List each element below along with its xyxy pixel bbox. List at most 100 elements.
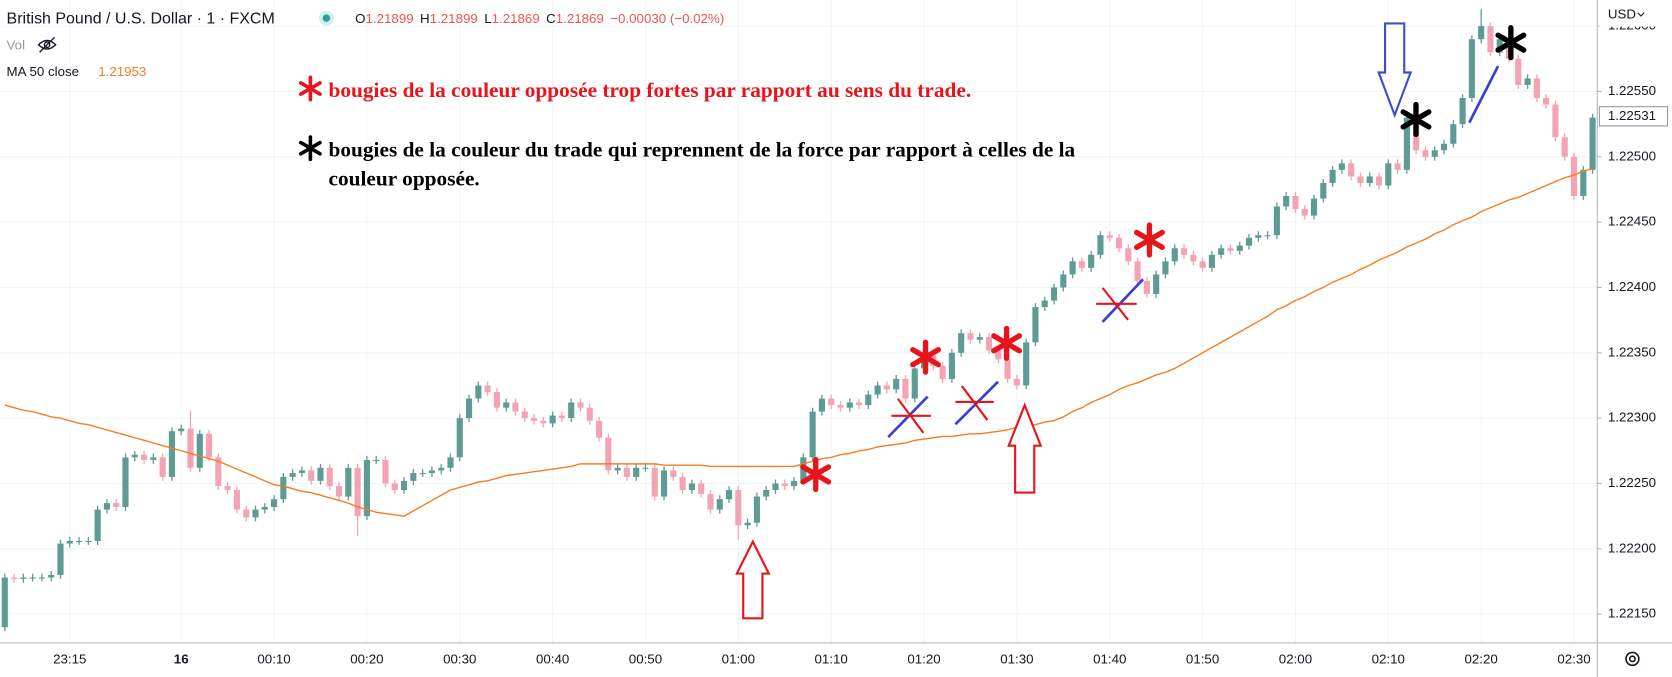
currency-label[interactable]: USD xyxy=(1608,6,1636,21)
candle-body xyxy=(1459,98,1466,125)
candle-body xyxy=(716,499,723,510)
candle-body xyxy=(335,486,343,497)
y-tick-label: 1.22450 xyxy=(1608,214,1656,229)
candle-body xyxy=(623,467,630,477)
candle-body xyxy=(168,431,175,477)
x-tick-label: 00:10 xyxy=(257,651,290,666)
candle-body xyxy=(475,385,482,399)
red-crosses xyxy=(891,287,1137,434)
candle-body xyxy=(855,402,863,406)
candle-body xyxy=(363,459,370,517)
ma-label: MA 50 close xyxy=(7,64,80,79)
candle-body xyxy=(1552,104,1559,138)
candle-body xyxy=(586,407,593,421)
candle-body xyxy=(1013,378,1020,386)
candle-body xyxy=(1422,150,1429,157)
x-tick-label: 01:10 xyxy=(815,651,848,666)
y-tick-label: 1.22150 xyxy=(1608,606,1656,621)
candle-body xyxy=(113,503,120,507)
candle-body xyxy=(141,454,148,460)
candle-body xyxy=(456,418,463,458)
candle-body xyxy=(1478,26,1485,40)
candle-body xyxy=(670,470,677,477)
x-tick-label: 16 xyxy=(174,651,189,666)
candle-body xyxy=(1050,287,1058,301)
x-tick-label: 00:20 xyxy=(350,651,383,666)
candle-body xyxy=(261,506,268,510)
grid xyxy=(0,0,1598,643)
candle-body xyxy=(651,467,658,497)
candle-body xyxy=(735,490,742,526)
candle-body xyxy=(985,337,993,351)
x-tick-label: 01:40 xyxy=(1093,651,1126,666)
x-tick-label: 01:30 xyxy=(1000,651,1033,666)
candle-body xyxy=(410,473,417,481)
candle-body xyxy=(1004,359,1011,379)
candle-body xyxy=(781,483,788,487)
candle-body xyxy=(159,457,166,477)
candle-body xyxy=(1403,117,1410,170)
candle-body xyxy=(317,467,324,481)
candle-body xyxy=(1487,26,1494,53)
candle-body xyxy=(1180,248,1188,255)
candle-body xyxy=(1468,39,1475,99)
candle-body xyxy=(428,470,435,474)
candle-body xyxy=(698,483,705,494)
x-tick-label: 02:10 xyxy=(1372,651,1405,666)
candle-body xyxy=(1060,274,1067,288)
candle-body xyxy=(1301,209,1308,216)
candle-body xyxy=(280,476,287,500)
candle-body xyxy=(967,333,974,340)
candle-body xyxy=(725,490,733,500)
candle-body xyxy=(865,394,872,406)
candle-body xyxy=(447,457,454,468)
candle-body xyxy=(373,459,380,462)
candle-body xyxy=(679,476,686,491)
candle-body xyxy=(233,490,240,510)
candle-body xyxy=(1227,248,1234,251)
candle-body xyxy=(1366,176,1373,183)
candle-body xyxy=(150,457,157,460)
candle-body xyxy=(763,490,770,497)
candle-body xyxy=(1375,176,1383,186)
black-note: bougies de la couleur du trade qui repre… xyxy=(328,138,1076,191)
candle-body xyxy=(1320,182,1327,199)
candle-body xyxy=(837,405,844,408)
ohlc-legend: O1.21899 H1.21899 L1.21869 C1.21869 −0.00030… xyxy=(355,11,724,26)
x-tick-label: 00:30 xyxy=(443,651,476,666)
candle-body xyxy=(1385,163,1392,186)
candle-body xyxy=(382,459,389,484)
candle-body xyxy=(206,433,213,458)
ohlc-key: O xyxy=(355,11,365,26)
axes: 1.22150 1.22200 1.22250 1.22300 1.22350 1.224… xyxy=(53,18,1669,666)
candle-body xyxy=(308,470,315,481)
candle-body xyxy=(958,333,965,353)
candle-body xyxy=(530,418,538,421)
candle-body xyxy=(196,433,203,468)
ohlc-value: 1.21869 xyxy=(492,11,540,26)
candle-body xyxy=(1032,307,1039,343)
currency-box[interactable] xyxy=(1599,3,1670,27)
candle-body xyxy=(995,350,1002,360)
candle-body xyxy=(939,365,946,379)
candle-body xyxy=(1023,342,1030,386)
candle-body xyxy=(57,543,64,575)
x-tick-label: 01:50 xyxy=(1186,651,1219,666)
candle-body xyxy=(846,402,853,408)
status-dot xyxy=(322,14,331,22)
currency-caret xyxy=(1637,12,1645,17)
candle-body xyxy=(540,420,547,424)
candle-body xyxy=(270,499,278,507)
hide-icon[interactable] xyxy=(37,36,57,53)
candle-body xyxy=(1162,261,1169,275)
candle-body xyxy=(1524,78,1531,85)
ma-line xyxy=(4,167,1593,517)
x-tick-label: 01:00 xyxy=(722,651,755,666)
ma-value: 1.21953 xyxy=(98,64,146,79)
candle-body xyxy=(1292,196,1299,210)
candle-body xyxy=(1097,235,1104,255)
y-tick-label: 1.22400 xyxy=(1608,279,1656,294)
settings-icon[interactable] xyxy=(1625,651,1640,667)
candle-body xyxy=(354,467,361,517)
